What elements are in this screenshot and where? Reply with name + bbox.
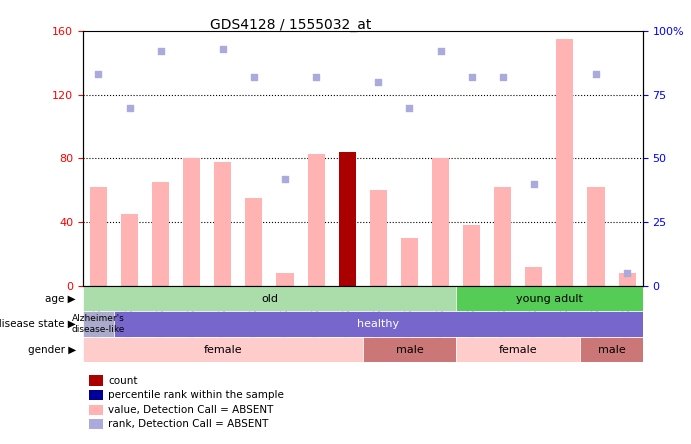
FancyBboxPatch shape <box>83 311 114 337</box>
Bar <box>587 187 605 286</box>
Bar <box>370 190 387 286</box>
Point <box>186 7 198 14</box>
Bar <box>88 390 102 400</box>
Text: young adult: young adult <box>516 293 583 304</box>
FancyBboxPatch shape <box>456 286 643 311</box>
Bar <box>307 154 325 286</box>
FancyBboxPatch shape <box>83 337 363 362</box>
Bar <box>494 187 511 286</box>
Bar <box>276 273 294 286</box>
Bar <box>214 162 231 286</box>
Bar <box>432 159 449 286</box>
Point <box>124 104 135 111</box>
Point <box>435 48 446 55</box>
Point <box>621 270 632 277</box>
Point <box>217 45 228 52</box>
Bar <box>463 226 480 286</box>
Bar <box>339 152 356 286</box>
Point <box>93 71 104 78</box>
FancyBboxPatch shape <box>114 311 643 337</box>
Text: old: old <box>261 293 278 304</box>
Text: Alzheimer's
disease-like: Alzheimer's disease-like <box>72 314 125 334</box>
FancyBboxPatch shape <box>83 286 456 311</box>
Point <box>155 48 166 55</box>
Bar <box>88 404 102 415</box>
Bar <box>525 267 542 286</box>
Text: gender ▶: gender ▶ <box>28 345 76 355</box>
Bar <box>618 273 636 286</box>
FancyBboxPatch shape <box>363 337 456 362</box>
Text: age ▶: age ▶ <box>46 293 76 304</box>
Text: healthy: healthy <box>357 319 399 329</box>
Bar <box>88 376 102 386</box>
FancyBboxPatch shape <box>580 337 643 362</box>
Point <box>466 73 477 80</box>
Point <box>249 73 260 80</box>
Point <box>310 73 321 80</box>
Bar <box>556 39 574 286</box>
Bar <box>152 182 169 286</box>
Bar <box>121 214 138 286</box>
Text: percentile rank within the sample: percentile rank within the sample <box>108 390 284 400</box>
Text: female: female <box>204 345 242 355</box>
Bar <box>245 198 263 286</box>
Point <box>590 71 601 78</box>
Point <box>373 79 384 86</box>
Point <box>279 175 290 182</box>
Text: male: male <box>598 345 625 355</box>
Text: count: count <box>108 376 138 385</box>
Text: female: female <box>499 345 538 355</box>
Bar <box>401 238 418 286</box>
Bar <box>183 159 200 286</box>
Bar <box>88 419 102 429</box>
Text: rank, Detection Call = ABSENT: rank, Detection Call = ABSENT <box>108 419 269 429</box>
Text: value, Detection Call = ABSENT: value, Detection Call = ABSENT <box>108 404 274 415</box>
Text: disease state ▶: disease state ▶ <box>0 319 76 329</box>
Point <box>404 104 415 111</box>
Text: GDS4128 / 1555032_at: GDS4128 / 1555032_at <box>209 18 371 32</box>
FancyBboxPatch shape <box>456 337 580 362</box>
Point <box>528 180 539 187</box>
Text: male: male <box>395 345 424 355</box>
Point <box>497 73 508 80</box>
Bar <box>90 187 107 286</box>
